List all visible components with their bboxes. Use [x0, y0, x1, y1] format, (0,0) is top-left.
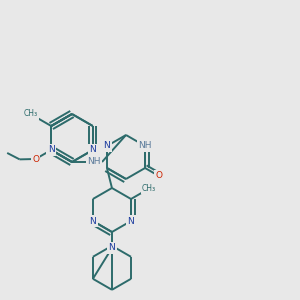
Text: O: O [32, 154, 39, 164]
Text: O: O [155, 172, 162, 181]
Text: N: N [48, 146, 55, 154]
Text: CH₃: CH₃ [23, 110, 38, 118]
Text: N: N [128, 217, 134, 226]
Text: CH₃: CH₃ [142, 184, 156, 193]
Text: N: N [89, 146, 96, 154]
Text: N: N [89, 217, 96, 226]
Text: NH: NH [138, 142, 152, 151]
Text: N: N [103, 142, 110, 151]
Text: NH: NH [87, 158, 101, 166]
Text: N: N [109, 244, 115, 253]
